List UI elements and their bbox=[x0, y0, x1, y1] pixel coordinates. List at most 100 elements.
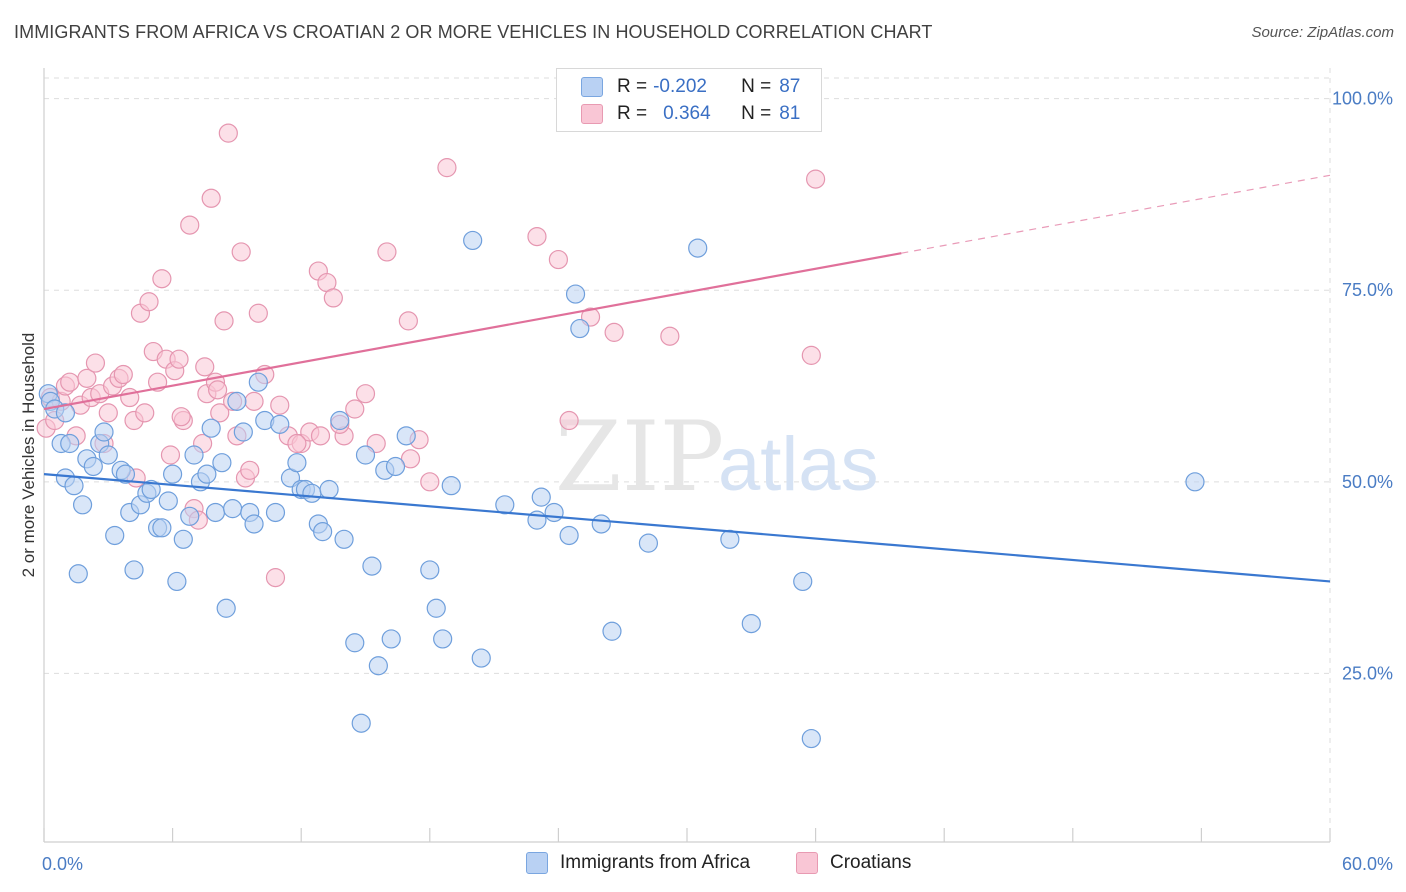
croatians-point-59 bbox=[377, 242, 397, 262]
croatians-point-73 bbox=[195, 357, 215, 377]
legend-r-label: R = bbox=[617, 103, 648, 124]
croatians-points bbox=[36, 123, 826, 588]
croatians-point-8 bbox=[77, 368, 97, 388]
africa-point-73 bbox=[544, 502, 564, 523]
croatians-point-77 bbox=[310, 426, 331, 446]
africa-point-62 bbox=[385, 456, 406, 477]
africa-point-16 bbox=[115, 464, 136, 484]
africa-point-59 bbox=[368, 656, 388, 676]
africa-point-27 bbox=[173, 529, 193, 549]
croatians-point-47 bbox=[265, 568, 286, 588]
y-tick-label-2: 75.0% bbox=[1342, 280, 1393, 300]
africa-point-28 bbox=[180, 506, 200, 526]
africa-point-7 bbox=[68, 564, 88, 584]
croatians-point-38 bbox=[214, 311, 234, 331]
legend-row-croatians: R = 0.364 N = 81 bbox=[581, 101, 800, 127]
africa-point-56 bbox=[351, 713, 371, 733]
africa-point-70 bbox=[495, 495, 515, 515]
africa-point-26 bbox=[167, 571, 187, 592]
legend-r-label: R = bbox=[617, 76, 648, 97]
africa-point-46 bbox=[287, 453, 307, 473]
africa-point-66 bbox=[433, 629, 453, 649]
series-legend: Immigrants from Africa Croatians bbox=[0, 852, 1406, 878]
croatians-point-21 bbox=[139, 292, 159, 312]
africa-point-51 bbox=[313, 522, 333, 542]
croatians-point-74 bbox=[208, 380, 228, 400]
africa-point-34 bbox=[212, 453, 232, 473]
africa-point-8 bbox=[72, 495, 93, 515]
africa-point-85 bbox=[1185, 472, 1205, 492]
croatians-point-35 bbox=[201, 188, 221, 208]
legend-n-value-africa: 87 bbox=[779, 76, 801, 97]
croatians-point-28 bbox=[169, 349, 189, 369]
africa-point-36 bbox=[223, 499, 243, 519]
africa-point-58 bbox=[362, 556, 382, 576]
croatians-point-63 bbox=[437, 158, 457, 178]
africa-point-43 bbox=[265, 502, 286, 523]
africa-point-31 bbox=[197, 464, 217, 484]
africa-point-77 bbox=[591, 514, 611, 534]
croatians-point-39 bbox=[218, 123, 238, 143]
series-legend-africa: Immigrants from Africa bbox=[526, 852, 750, 874]
croatians-point-30 bbox=[180, 215, 200, 235]
africa-point-63 bbox=[396, 426, 416, 446]
africa-point-86 bbox=[55, 403, 76, 423]
chart-title: IMMIGRANTS FROM AFRICA VS CROATIAN 2 OR … bbox=[14, 22, 933, 42]
africa-point-54 bbox=[334, 529, 354, 549]
africa-point-82 bbox=[741, 613, 761, 634]
africa-point-55 bbox=[345, 633, 365, 653]
croatians-point-13 bbox=[98, 403, 118, 423]
africa-point-5 bbox=[60, 433, 80, 454]
croatians-point-70 bbox=[801, 345, 821, 365]
legend-n-label: N = bbox=[741, 76, 772, 97]
y-axis-label: 2 or more Vehicles in Household bbox=[19, 333, 38, 578]
y-tick-label-3: 100.0% bbox=[1332, 89, 1393, 109]
croatians-trend-line bbox=[43, 252, 902, 411]
series-label-africa: Immigrants from Africa bbox=[560, 852, 751, 873]
croatians-point-5 bbox=[60, 372, 80, 392]
africa-point-25 bbox=[163, 464, 183, 484]
series-swatch-africa bbox=[526, 852, 548, 874]
croatians-point-16 bbox=[113, 364, 133, 385]
croatians-trend-extension bbox=[901, 174, 1331, 254]
africa-point-69 bbox=[471, 648, 491, 668]
croatians-point-62 bbox=[420, 472, 440, 492]
legend-r-value-croatians: 0.364 bbox=[663, 103, 711, 124]
croatians-point-65 bbox=[548, 249, 569, 270]
series-swatch-croatians bbox=[796, 852, 818, 874]
africa-point-72 bbox=[531, 487, 551, 507]
croatians-point-10 bbox=[85, 353, 106, 373]
africa-point-78 bbox=[602, 621, 622, 641]
africa-point-6 bbox=[64, 476, 84, 496]
croatians-point-71 bbox=[805, 169, 826, 189]
africa-point-80 bbox=[688, 238, 708, 258]
y-tick-label-0: 25.0% bbox=[1342, 663, 1393, 683]
africa-point-23 bbox=[152, 518, 172, 538]
africa-point-76 bbox=[570, 318, 590, 339]
africa-point-84 bbox=[801, 728, 821, 749]
africa-point-68 bbox=[463, 230, 483, 251]
croatians-point-44 bbox=[244, 391, 264, 411]
croatians-point-20 bbox=[135, 403, 155, 423]
croatians-point-64 bbox=[527, 226, 547, 247]
watermark: ZIP atlas bbox=[555, 401, 879, 513]
legend-n-value-croatians: 81 bbox=[779, 103, 801, 124]
africa-point-44 bbox=[270, 414, 290, 434]
africa-point-21 bbox=[141, 479, 161, 500]
croatians-point-72 bbox=[171, 407, 191, 427]
series-legend-croatians: Croatians bbox=[796, 852, 911, 874]
legend-swatch-africa bbox=[581, 77, 603, 97]
croatians-point-24 bbox=[152, 269, 172, 289]
africa-point-37 bbox=[227, 391, 247, 411]
africa-point-67 bbox=[441, 476, 461, 496]
croatians-point-69 bbox=[660, 326, 680, 346]
croatians-point-26 bbox=[160, 445, 181, 465]
africa-point-33 bbox=[205, 502, 226, 523]
axis-layer bbox=[43, 68, 1331, 843]
croatians-point-37 bbox=[210, 403, 230, 423]
africa-point-13 bbox=[98, 445, 118, 465]
africa-point-14 bbox=[105, 525, 125, 546]
legend-n-label: N = bbox=[741, 103, 772, 124]
series-label-croatians: Croatians bbox=[830, 852, 912, 873]
